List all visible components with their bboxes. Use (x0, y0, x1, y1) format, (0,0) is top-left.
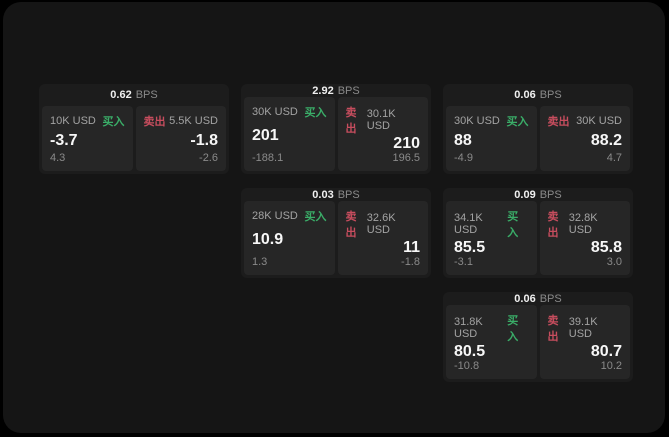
sell-amount: 30.1K USD (366, 108, 396, 132)
quote-card-2: 2.92 BPS 30K USD 买入 201 -188.1 卖出 30.1K … (241, 84, 431, 174)
sell-price: -1.8 (190, 131, 218, 149)
sell-price: 88.2 (590, 131, 622, 149)
sell-panel[interactable]: 卖出 30.1K USD 210 196.5 (337, 97, 428, 171)
buy-sub-value: 4.3 (50, 152, 66, 164)
sell-label: 卖出 (143, 116, 166, 128)
sell-panel[interactable]: 卖出 30K USD 88.2 4.7 (539, 106, 630, 171)
quote-card-4: 0.03 BPS 28K USD 买入 10.9 1.3 卖出 32.6K US… (241, 188, 431, 278)
sell-panel[interactable]: 卖出 32.6K USD 11 -1.8 (337, 201, 428, 275)
buy-label: 买入 (507, 315, 519, 343)
buy-label: 买入 (304, 211, 327, 223)
buy-panel[interactable]: 30K USD 买入 201 -188.1 (244, 97, 335, 171)
quote-card-5: 0.09 BPS 34.1K USD 买入 85.5 -3.1 卖出 32.8K… (443, 188, 633, 278)
buy-panel[interactable]: 34.1K USD 买入 85.5 -3.1 (446, 201, 537, 275)
sell-panel[interactable]: 卖出 32.8K USD 85.8 3.0 (539, 201, 630, 275)
sell-amount: 32.8K USD (568, 212, 598, 236)
sell-sub-value: 10.2 (600, 360, 622, 372)
quote-card-1: 0.62 BPS 10K USD 买入 -3.7 4.3 卖出 5.5K USD… (39, 84, 229, 174)
spread-unit: BPS (539, 188, 562, 201)
buy-label: 买入 (102, 116, 125, 128)
sell-sub-value: 4.7 (606, 152, 622, 164)
quote-card-6: 0.06 BPS 31.8K USD 买入 80.5 -10.8 卖出 39.1… (443, 292, 633, 382)
spread-value: 0.62 (110, 89, 132, 101)
spread-value: 0.03 (312, 188, 334, 201)
quote-card-3: 0.06 BPS 30K USD 买入 88 -4.9 卖出 30K USD 8… (443, 84, 633, 174)
buy-amount: 34.1K USD (454, 212, 483, 236)
buy-price: 80.5 (454, 343, 486, 360)
sell-price: 11 (403, 239, 420, 256)
sell-panel[interactable]: 卖出 5.5K USD -1.8 -2.6 (135, 106, 226, 171)
spread-value: 2.92 (312, 84, 334, 97)
sell-label: 卖出 (345, 211, 357, 239)
sell-label: 卖出 (547, 116, 570, 128)
buy-label: 买入 (507, 211, 519, 239)
spread-unit: BPS (337, 84, 360, 97)
buy-sub-value: -3.1 (454, 256, 473, 268)
buy-panel[interactable]: 28K USD 买入 10.9 1.3 (244, 201, 335, 275)
buy-label: 买入 (506, 116, 529, 128)
sell-price: 85.8 (590, 239, 622, 256)
buy-panel[interactable]: 10K USD 买入 -3.7 4.3 (42, 106, 133, 171)
buy-price: 85.5 (454, 239, 486, 256)
spread-unit: BPS (135, 89, 158, 101)
sell-sub-value: -2.6 (199, 152, 218, 164)
sell-sub-value: 196.5 (392, 152, 420, 164)
sell-amount: 30K USD (576, 115, 622, 127)
spread-unit: BPS (539, 89, 562, 101)
app-surface: 0.62 BPS 10K USD 买入 -3.7 4.3 卖出 5.5K USD… (3, 2, 665, 433)
spread-unit: BPS (539, 292, 562, 305)
buy-amount: 10K USD (50, 115, 96, 127)
buy-amount: 28K USD (252, 210, 298, 222)
buy-price: -3.7 (50, 131, 78, 149)
spread-header: 0.06 BPS (443, 292, 633, 305)
spread-header: 0.09 BPS (443, 188, 633, 201)
spread-value: 0.06 (514, 89, 536, 101)
spread-header: 0.03 BPS (241, 188, 431, 201)
buy-price: 10.9 (252, 231, 284, 248)
buy-amount: 31.8K USD (454, 316, 483, 340)
sell-label: 卖出 (345, 107, 357, 135)
buy-sub-value: 1.3 (252, 256, 268, 268)
spread-header: 0.62 BPS (39, 84, 229, 106)
spread-unit: BPS (337, 188, 360, 201)
spread-value: 0.06 (514, 292, 536, 305)
sell-sub-value: -1.8 (401, 256, 420, 268)
sell-label: 卖出 (547, 211, 559, 239)
buy-price: 88 (454, 131, 472, 149)
buy-label: 买入 (304, 107, 327, 119)
buy-price: 201 (252, 127, 279, 144)
sell-price: 210 (393, 135, 420, 152)
sell-panel[interactable]: 卖出 39.1K USD 80.7 10.2 (539, 305, 630, 379)
buy-sub-value: -4.9 (454, 152, 473, 164)
buy-amount: 30K USD (252, 106, 298, 118)
sell-amount: 39.1K USD (568, 316, 598, 340)
spread-header: 0.06 BPS (443, 84, 633, 106)
buy-sub-value: -10.8 (454, 360, 480, 372)
spread-header: 2.92 BPS (241, 84, 431, 97)
buy-sub-value: -188.1 (252, 152, 284, 164)
sell-label: 卖出 (547, 315, 559, 343)
sell-sub-value: 3.0 (606, 256, 622, 268)
sell-amount: 5.5K USD (169, 115, 218, 127)
sell-price: 80.7 (590, 343, 622, 360)
sell-amount: 32.6K USD (366, 212, 396, 236)
spread-value: 0.09 (514, 188, 536, 201)
buy-panel[interactable]: 30K USD 买入 88 -4.9 (446, 106, 537, 171)
buy-amount: 30K USD (454, 115, 500, 127)
buy-panel[interactable]: 31.8K USD 买入 80.5 -10.8 (446, 305, 537, 379)
